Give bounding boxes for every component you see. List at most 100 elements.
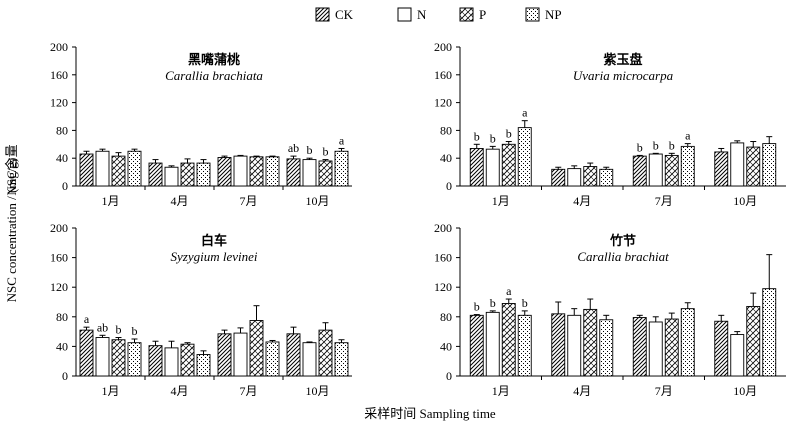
y-tick-label: 0: [62, 369, 68, 383]
bar-n: [648, 321, 663, 377]
y-tick-label: 0: [446, 179, 452, 193]
significance-label: b: [490, 296, 496, 310]
x-tick-label: 1月: [101, 384, 119, 398]
bar-n: [302, 159, 317, 187]
panel-title-sci: Carallia brachiat: [577, 249, 669, 264]
significance-label: a: [522, 106, 528, 120]
bar-n: [567, 314, 582, 377]
bar-p: [583, 166, 598, 187]
significance-label: a: [339, 133, 345, 147]
significance-label: b: [474, 300, 480, 314]
bar-p: [249, 156, 264, 187]
panel-title-cn: 白车: [201, 233, 227, 249]
bar-ck: [148, 162, 163, 187]
bar-n: [95, 337, 110, 377]
y-tick-label: 120: [434, 96, 452, 110]
bar-np: [517, 127, 532, 187]
significance-label: b: [506, 127, 512, 141]
bar-p: [501, 303, 516, 377]
bar-ck: [217, 333, 232, 377]
bar-ck: [714, 151, 729, 187]
bar-n: [233, 155, 248, 187]
y-tick-label: 200: [50, 221, 68, 235]
y-tick-label: 80: [56, 123, 68, 137]
bar-ck: [632, 317, 647, 377]
bar-n: [567, 168, 582, 187]
significance-label: b: [307, 143, 313, 157]
bar-ck: [79, 153, 94, 187]
significance-label: b: [132, 324, 138, 338]
bar-n: [233, 332, 248, 377]
bar-n: [164, 347, 179, 377]
y-tick-label: 80: [440, 310, 452, 324]
bar-ck: [551, 313, 566, 377]
significance-label: ab: [288, 141, 299, 155]
y-axis-label: NSC concentration / (mg/g): [4, 158, 19, 303]
bar-p: [180, 343, 195, 377]
x-tick-label: 10月: [305, 194, 329, 208]
significance-label: b: [522, 296, 528, 310]
y-tick-label: 80: [56, 310, 68, 324]
x-tick-label: 7月: [655, 384, 673, 398]
significance-label: b: [116, 323, 122, 337]
bar-np: [762, 288, 777, 377]
bar-ck: [286, 333, 301, 377]
legend-swatch-p: [459, 7, 474, 22]
significance-label: a: [506, 284, 512, 298]
y-tick-label: 40: [440, 151, 452, 165]
bar-n: [302, 342, 317, 377]
y-tick-label: 160: [434, 251, 452, 265]
significance-label: b: [653, 138, 659, 152]
panel-title-cn: 黑嘴蒲桃: [188, 52, 240, 68]
bar-np: [334, 342, 349, 377]
bar-ck: [217, 157, 232, 187]
significance-label: a: [84, 312, 90, 326]
bar-np: [265, 156, 280, 187]
x-tick-label: 4月: [170, 194, 188, 208]
bar-n: [485, 148, 500, 187]
y-tick-label: 120: [50, 280, 68, 294]
x-tick-label: 1月: [101, 194, 119, 208]
bar-p: [111, 155, 126, 187]
bar-p: [746, 146, 761, 187]
bar-p: [664, 154, 679, 187]
bar-n: [730, 142, 745, 187]
y-tick-label: 160: [434, 68, 452, 82]
bar-n: [485, 311, 500, 377]
panel-title-cn: 竹节: [609, 233, 636, 249]
legend-swatch-ck: [315, 7, 330, 22]
x-axis-label: 采样时间 Sampling time: [364, 406, 496, 421]
legend-label-n: N: [417, 7, 427, 22]
y-tick-label: 40: [56, 339, 68, 353]
bar-ck: [632, 155, 647, 187]
x-tick-label: 7月: [655, 194, 673, 208]
bar-p: [180, 162, 195, 187]
bar-p: [583, 308, 598, 377]
legend-label-p: P: [479, 7, 486, 22]
significance-label: b: [474, 129, 480, 143]
y-tick-label: 80: [440, 123, 452, 137]
bar-np: [334, 150, 349, 187]
panel-title-sci: Carallia brachiata: [165, 68, 263, 83]
bar-ck: [469, 148, 484, 187]
bar-ck: [714, 320, 729, 377]
bar-np: [599, 319, 614, 377]
x-tick-label: 10月: [733, 384, 757, 398]
x-tick-label: 7月: [239, 194, 257, 208]
panel-title-sci: Syzygium levinei: [171, 249, 258, 264]
legend-item-ck: CK: [315, 7, 354, 22]
y-tick-label: 120: [434, 280, 452, 294]
y-tick-label: 160: [50, 251, 68, 265]
significance-label: a: [685, 129, 691, 143]
bar-ck: [79, 329, 94, 377]
bar-p: [501, 143, 516, 187]
y-tick-label: 0: [62, 179, 68, 193]
x-tick-label: 7月: [239, 384, 257, 398]
y-tick-label: 200: [434, 221, 452, 235]
legend-item-np: NP: [525, 7, 562, 22]
y-tick-label: 160: [50, 68, 68, 82]
